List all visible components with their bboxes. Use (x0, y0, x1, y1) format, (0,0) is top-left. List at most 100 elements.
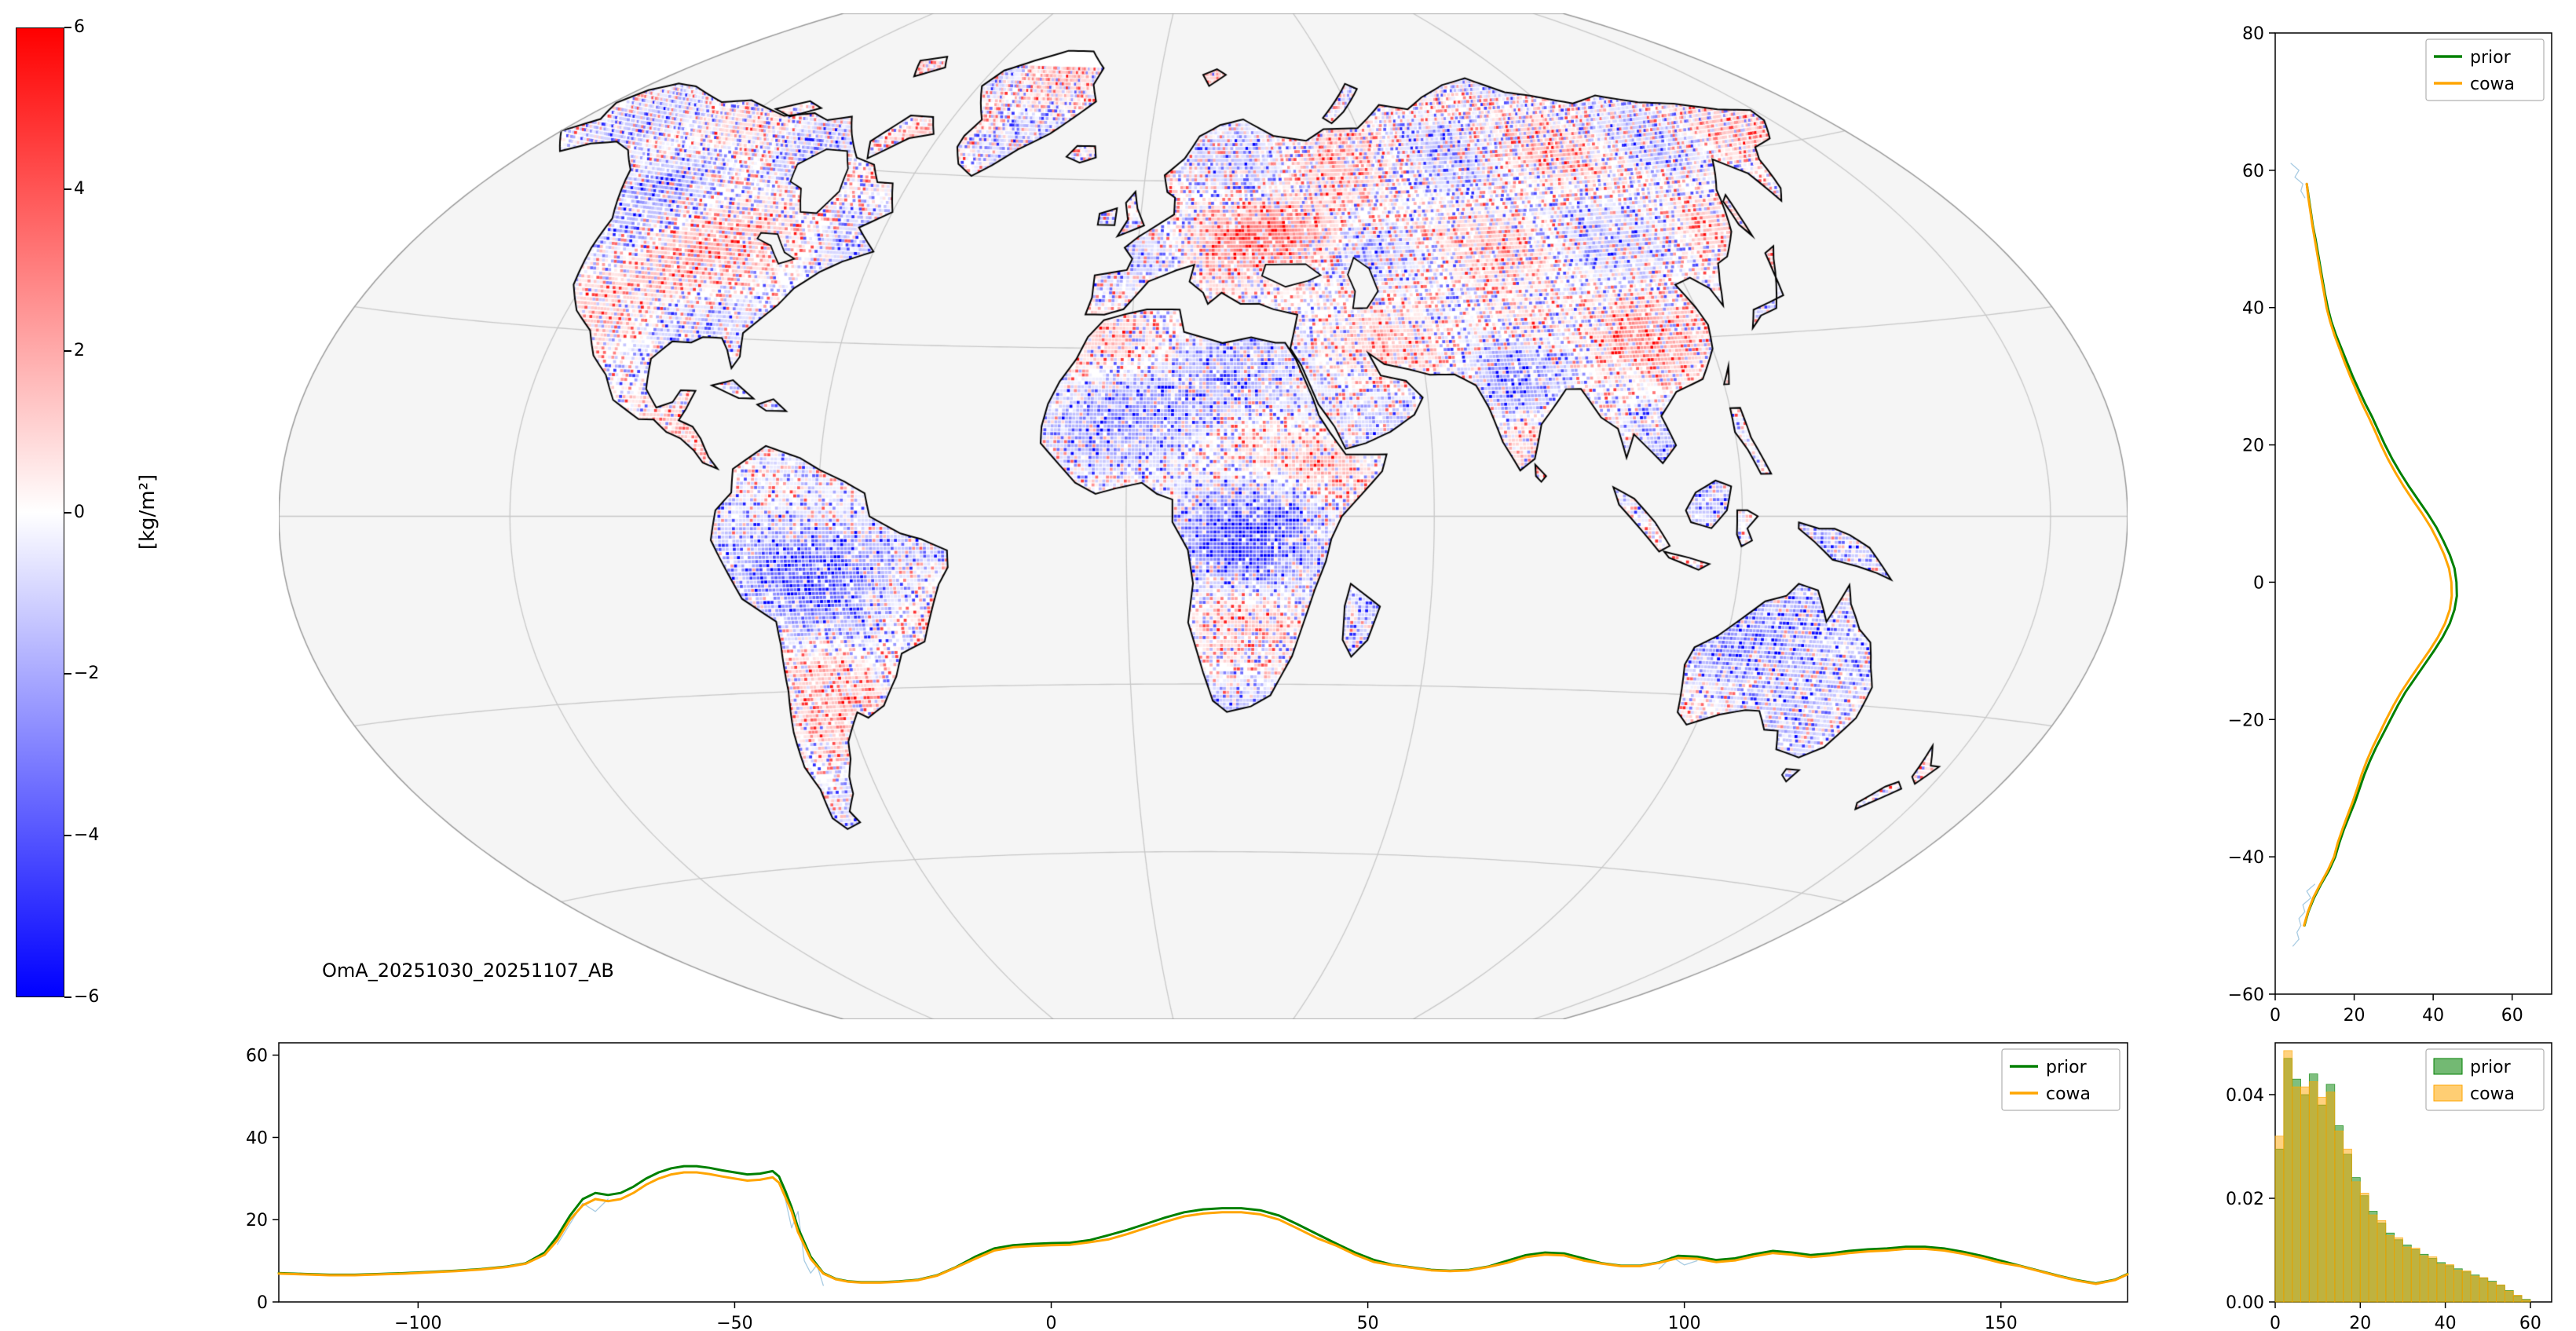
hist-bar-cowa (2410, 1247, 2420, 1303)
x-tick-label: 20 (2349, 1314, 2371, 1331)
y-tick-label: −20 (2228, 711, 2264, 730)
y-tick-label: −40 (2228, 848, 2264, 868)
hist-bar-cowa (2453, 1270, 2463, 1303)
hist-bar-cowa (2487, 1282, 2497, 1303)
hist-bar-cowa (2402, 1246, 2412, 1303)
colorbar-tick-label: 4 (74, 178, 85, 199)
y-tick-label: −60 (2228, 985, 2264, 1005)
colorbar-unit-label: [kg/m²] (136, 474, 159, 550)
x-tick-label: 0 (2270, 1006, 2281, 1026)
hist-bar-cowa (2359, 1192, 2369, 1303)
y-tick-label: 0 (257, 1293, 268, 1313)
hist-bar-cowa (2368, 1214, 2378, 1303)
axes-frame (2274, 32, 2552, 995)
hist-bar-cowa (2496, 1284, 2505, 1303)
hist-bar-cowa (2385, 1235, 2395, 1303)
y-tick-label: 80 (2242, 24, 2264, 44)
series-prior-line (2303, 182, 2458, 927)
legend-label-cowa: cowa (2046, 1084, 2091, 1104)
legend-label-cowa: cowa (2470, 75, 2515, 94)
colorbar-tick-mark (64, 996, 71, 998)
histogram-chart: 0 20 40 60 0.00 0.02 0.04 prior cowa (2226, 1042, 2552, 1331)
legend-label-prior: prior (2470, 48, 2512, 68)
hist-bar-cowa (2274, 1135, 2285, 1303)
y-tick-label: 60 (2242, 162, 2264, 181)
hist-bar-cowa (2436, 1263, 2446, 1303)
world-map-canvas (279, 13, 2128, 1019)
hist-bar-cowa (2325, 1091, 2336, 1303)
x-tick-label: 150 (1985, 1314, 2018, 1331)
lat-profile-chart: 0 20 40 60 80 60 40 20 0 −20 −40 −60 prior cowa (2228, 24, 2552, 1026)
hist-bar-cowa (2351, 1181, 2361, 1303)
y-tick-label: 20 (246, 1211, 268, 1230)
x-tick-label: −100 (394, 1314, 441, 1331)
aux-line-1 (2292, 883, 2315, 947)
hist-bar-cowa (2334, 1130, 2344, 1303)
legend-label-cowa: cowa (2470, 1084, 2515, 1104)
colorbar-tick-label: −4 (74, 825, 100, 846)
hist-bar-cowa (2419, 1255, 2429, 1303)
x-tick-label: 100 (1668, 1314, 1701, 1331)
y-tick-label: 0 (2253, 573, 2264, 593)
aux-line-2 (1658, 1256, 1698, 1270)
hist-bar-cowa (2521, 1299, 2531, 1303)
legend-box (2425, 38, 2545, 101)
colorbar-tick-label: 2 (74, 340, 85, 360)
legend-box (2001, 1048, 2120, 1111)
colorbar-tick-label: 6 (74, 17, 85, 37)
hist-bar-cowa (2317, 1096, 2327, 1303)
hist-bar-cowa (2308, 1081, 2318, 1303)
hist-bar-cowa (2428, 1256, 2438, 1303)
x-tick-label: 20 (2344, 1006, 2366, 1026)
y-tick-label: 0.02 (2226, 1190, 2264, 1209)
x-tick-label: 40 (2435, 1314, 2457, 1331)
x-tick-label: 0 (1046, 1314, 1057, 1331)
y-tick-label: 40 (246, 1128, 268, 1148)
y-tick-label: 40 (2242, 299, 2264, 319)
series-prior-line (277, 1165, 2129, 1285)
lon-profile-chart: −100 −50 0 50 100 150 0 20 40 60 prior cowa (246, 1042, 2129, 1331)
x-tick-label: 60 (2519, 1314, 2541, 1331)
x-tick-label: 40 (2422, 1006, 2444, 1026)
y-tick-label: 60 (246, 1047, 268, 1066)
colorbar-tick-label: −2 (74, 664, 100, 684)
colorbar-tick-mark (64, 349, 71, 352)
hist-bar-cowa (2470, 1275, 2480, 1303)
hist-bar-cowa (2300, 1086, 2310, 1303)
axes-frame (278, 1042, 2128, 1303)
colorbar-tick-mark (64, 27, 71, 28)
y-tick-label: 20 (2242, 437, 2264, 456)
colorbar-tick-mark (64, 835, 71, 837)
hist-bar-cowa (2292, 1086, 2301, 1303)
x-tick-label: 60 (2501, 1006, 2523, 1026)
x-tick-label: 0 (2270, 1314, 2281, 1331)
hist-bar-cowa (2394, 1237, 2403, 1303)
colorbar-tick-label: −6 (74, 987, 100, 1007)
x-tick-label: −50 (716, 1314, 752, 1331)
colorbar-tick-mark (64, 188, 71, 190)
colorbar-tick-label: 0 (74, 502, 85, 522)
hist-bar-cowa (2512, 1295, 2523, 1303)
series-cowa-line (277, 1171, 2129, 1285)
hist-bar-cowa (2343, 1148, 2352, 1303)
map-annotation: OmA_20251030_20251107_AB (322, 960, 614, 982)
legend-label-prior: prior (2046, 1058, 2088, 1077)
legend-swatch-prior (2433, 1058, 2463, 1075)
y-tick-label: 0.00 (2226, 1293, 2264, 1313)
colorbar-tick-mark (64, 511, 71, 514)
hist-bar-cowa (2377, 1219, 2387, 1303)
series-cowa-line (2303, 182, 2453, 927)
hist-bar-cowa (2461, 1270, 2472, 1303)
y-tick-label: 0.04 (2226, 1086, 2264, 1106)
hist-bar-cowa (2505, 1290, 2514, 1303)
colorbar-tick-mark (64, 673, 71, 675)
legend-swatch-cowa (2433, 1084, 2463, 1102)
hist-bar-cowa (2445, 1264, 2454, 1303)
aux-line-0 (557, 1198, 609, 1245)
legend-label-prior: prior (2470, 1058, 2512, 1077)
hist-bar-cowa (2283, 1050, 2293, 1303)
aux-line-0 (2290, 163, 2306, 199)
x-tick-label: 50 (1357, 1314, 1379, 1331)
hist-bar-cowa (2479, 1277, 2489, 1303)
